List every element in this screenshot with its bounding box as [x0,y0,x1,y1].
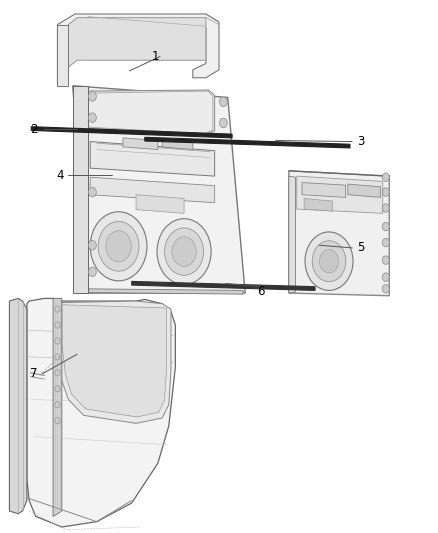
Circle shape [90,212,147,281]
Polygon shape [88,289,243,294]
Circle shape [55,401,60,408]
Circle shape [55,338,60,344]
Polygon shape [31,127,232,138]
Polygon shape [132,281,315,290]
Circle shape [382,256,389,264]
Circle shape [88,113,96,123]
Polygon shape [90,177,215,203]
Polygon shape [289,171,389,296]
Polygon shape [57,301,171,423]
Polygon shape [289,176,295,293]
Polygon shape [348,184,381,197]
Polygon shape [57,25,68,86]
Text: 1: 1 [152,50,159,63]
Circle shape [382,273,389,281]
Circle shape [382,238,389,247]
Text: 4: 4 [56,168,64,182]
Circle shape [55,369,60,376]
Circle shape [88,240,96,250]
Polygon shape [297,176,383,213]
Polygon shape [123,138,158,150]
Circle shape [55,322,60,328]
Polygon shape [73,86,88,293]
Text: 2: 2 [30,123,37,136]
Circle shape [382,204,389,212]
Text: 3: 3 [357,135,364,148]
Polygon shape [162,140,193,150]
Polygon shape [304,198,332,211]
Circle shape [172,237,196,266]
Circle shape [55,354,60,360]
Circle shape [165,228,204,276]
Circle shape [312,241,346,281]
Polygon shape [53,298,62,516]
Circle shape [98,221,139,271]
Circle shape [382,188,389,196]
Polygon shape [73,86,245,293]
Polygon shape [10,298,27,514]
Polygon shape [68,18,206,67]
Polygon shape [302,182,346,197]
Circle shape [219,97,227,107]
Text: 6: 6 [257,285,264,298]
Circle shape [88,267,96,277]
Circle shape [319,249,339,273]
Circle shape [305,232,353,290]
Circle shape [382,285,389,293]
Polygon shape [57,14,219,86]
Circle shape [106,231,131,262]
Polygon shape [87,91,213,134]
Polygon shape [90,142,215,176]
Polygon shape [83,90,215,135]
Circle shape [382,173,389,181]
Circle shape [219,118,227,128]
Circle shape [88,92,96,101]
Circle shape [55,306,60,312]
Polygon shape [136,195,184,213]
Text: 7: 7 [30,367,37,381]
Polygon shape [62,305,166,417]
Polygon shape [145,138,350,148]
Text: 5: 5 [357,241,364,254]
Circle shape [382,222,389,231]
Circle shape [88,187,96,197]
Circle shape [157,219,211,285]
Circle shape [55,417,60,424]
Polygon shape [27,298,175,527]
Circle shape [55,385,60,392]
